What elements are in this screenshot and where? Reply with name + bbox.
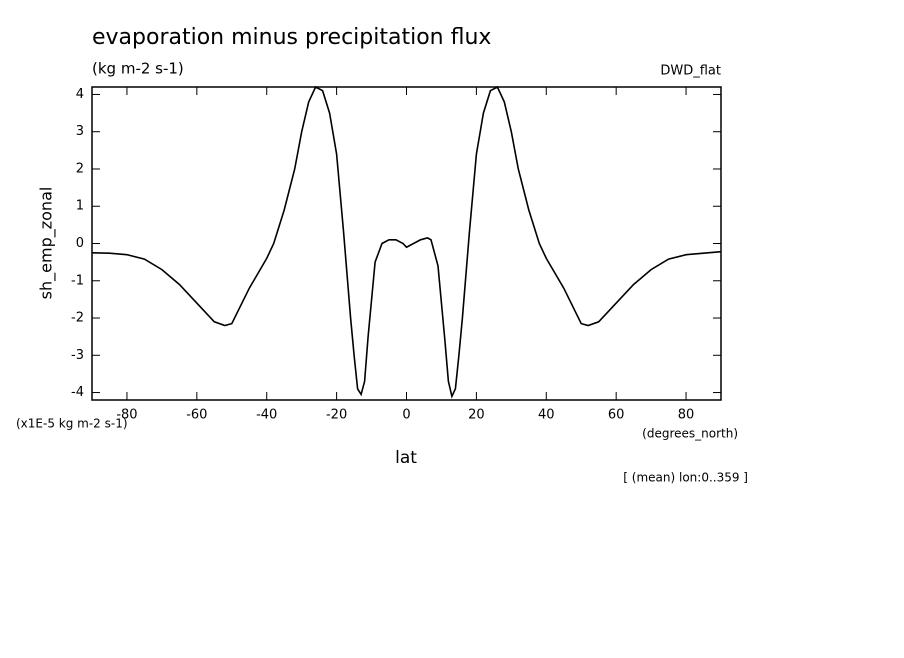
x-tick-label: 80 (678, 408, 695, 423)
y-axis-label: sh_emp_zonal (37, 187, 57, 300)
x-axis-label: lat (395, 448, 417, 468)
x-tick-label: -60 (186, 408, 207, 423)
x-tick-label: 20 (468, 408, 485, 423)
chart-subtitle: (kg m-2 s-1) (92, 60, 184, 78)
x-units: (degrees_north) (642, 427, 738, 441)
x-tick-label: -40 (256, 408, 277, 423)
y-tick-label: 1 (76, 199, 84, 214)
y-tick-label: -3 (71, 348, 84, 363)
chart-title: evaporation minus precipitation flux (92, 25, 491, 50)
x-tick-label: 40 (538, 408, 555, 423)
x-tick-label: 60 (608, 408, 625, 423)
y-tick-label: 0 (76, 236, 84, 251)
y-tick-label: 4 (76, 87, 84, 102)
y-tick-label: -1 (71, 273, 84, 288)
plot-frame (91, 86, 722, 401)
x-tick-label: -20 (326, 408, 347, 423)
x-tick-label: 0 (402, 408, 410, 423)
annotation: [ (mean) lon:0..359 ] (623, 471, 748, 485)
y-tick-label: -4 (71, 385, 84, 400)
x-tick-label: -80 (116, 408, 137, 423)
y-tick-label: 3 (76, 124, 84, 139)
dataset-label: DWD_flat (660, 64, 721, 79)
y-units: (x1E-5 kg m-2 s-1) (16, 417, 128, 431)
y-tick-label: -2 (71, 311, 84, 326)
y-tick-label: 2 (76, 161, 84, 176)
data-line (91, 85, 722, 399)
